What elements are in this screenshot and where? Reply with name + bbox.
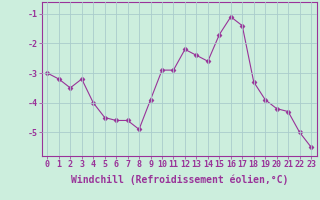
X-axis label: Windchill (Refroidissement éolien,°C): Windchill (Refroidissement éolien,°C) (70, 175, 288, 185)
